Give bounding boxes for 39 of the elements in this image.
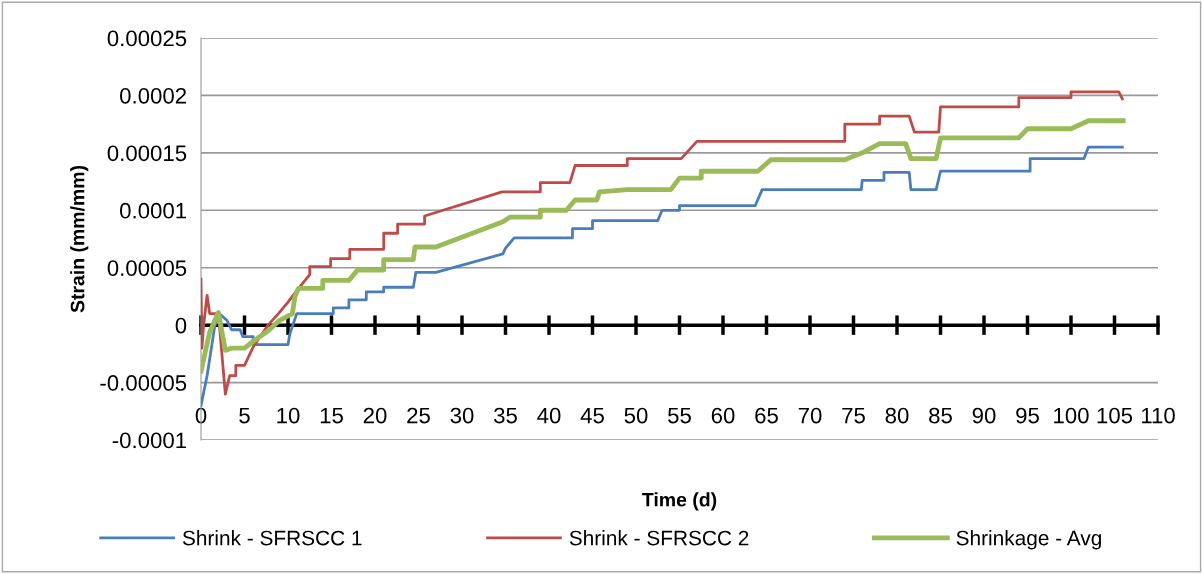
y-tick-label: -0.0001 [112,432,187,449]
y-tick-label: 0.00005 [107,260,187,276]
line-series [201,118,1126,374]
x-tick-label: 10 [277,407,300,424]
x-tick-label: 40 [537,407,561,424]
x-tick-label: 65 [755,407,778,424]
x-tick-label: 85 [929,407,952,424]
x-axis-title: Time (d) [642,492,717,511]
x-tick-label: 45 [580,407,604,424]
x-tick-label: 105 [1097,407,1133,424]
x-tick-label: 5 [239,407,250,424]
x-tick-label: 35 [493,407,517,424]
x-tick-label: 25 [407,407,430,424]
x-tick-label: 75 [842,407,865,424]
y-tick-label: 0.0001 [120,202,187,219]
x-tick-label: 95 [1016,407,1039,424]
y-tick-label: 0.00025 [107,30,187,47]
x-tick-label: 30 [450,407,474,424]
x-tick-label: 110 [1141,407,1175,424]
x-tick-label: 70 [798,407,822,424]
x-tick-label: 80 [885,407,909,424]
legend-label: Shrink - SFRSCC 1 [182,530,362,546]
legend-label: Shrinkage - Avg [956,530,1101,550]
x-tick-label: 50 [624,407,648,424]
x-tick-label: 20 [363,407,387,424]
line-series [201,145,1124,407]
line-series [201,90,1124,396]
y-tick-label: 0 [175,317,187,334]
x-tick-label: 55 [668,407,691,424]
y-axis-title: Strain (mm/mm) [70,165,89,313]
y-tick-label: 0.0002 [120,87,186,104]
x-tick-label: 100 [1054,407,1089,424]
x-tick-label: 15 [320,407,343,424]
y-tick-label: -0.00005 [100,375,187,391]
x-tick-label: 0 [195,407,207,424]
x-tick-label: 90 [972,407,996,424]
legend-label: Shrink - SFRSCC 2 [569,530,749,546]
y-tick-label: 0.00015 [107,145,187,162]
x-tick-label: 60 [711,407,735,424]
